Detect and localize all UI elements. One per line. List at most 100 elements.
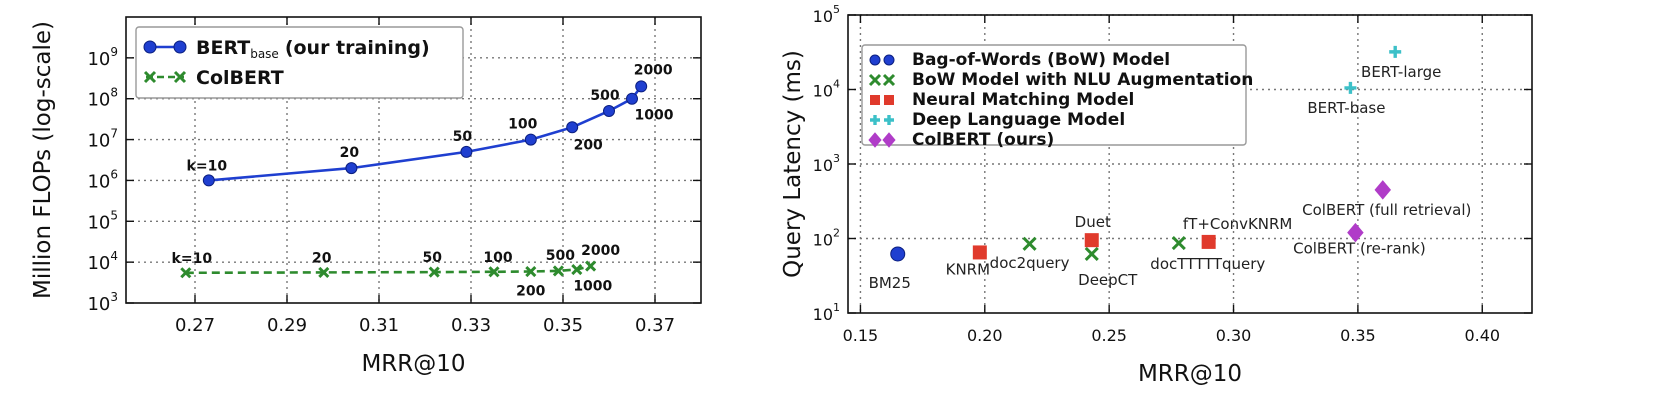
data-point (1201, 234, 1216, 249)
y-tick-base: 10 (87, 212, 110, 233)
data-label: 2000 (581, 243, 620, 259)
y-tick-base: 10 (813, 7, 833, 26)
y-tick-exponent: 9 (110, 45, 118, 59)
legend-swatch-marker (173, 40, 187, 54)
plot-frame (847, 14, 1533, 314)
data-label: KNRM (946, 260, 990, 278)
y-tick-exponent: 6 (110, 167, 118, 181)
x-tick-label: 0.25 (1091, 326, 1127, 345)
y-tick-exponent: 5 (833, 3, 840, 16)
data-label: DeepCT (1078, 271, 1138, 289)
data-label: docTTTTTquery (1150, 255, 1265, 273)
legend-swatch-marker (883, 54, 895, 66)
legend-box (135, 26, 464, 99)
y-tick-base: 10 (87, 253, 110, 274)
y-tick-base: 10 (813, 156, 833, 175)
y-tick-label: 103 (87, 290, 118, 315)
data-point (428, 266, 440, 278)
x-tick-label: 0.31 (359, 315, 399, 336)
series-line (185, 264, 591, 275)
data-label: k=10 (172, 251, 213, 267)
x-tick-label: 0.37 (635, 315, 675, 336)
data-point (635, 80, 648, 93)
data-label: BM25 (869, 274, 911, 292)
legend-label: Neural Matching Model (912, 90, 1134, 110)
legend-swatch-marker (868, 73, 882, 87)
y-tick-base: 10 (813, 82, 833, 101)
y-tick-base: 10 (87, 90, 110, 111)
data-label: 1000 (635, 108, 674, 124)
legend-swatch-marker (870, 115, 880, 125)
legend-swatch-marker (884, 95, 894, 105)
data-point (571, 263, 583, 276)
series-line (208, 85, 643, 182)
x-tick-label: 0.35 (543, 315, 583, 336)
y-axis-label: Query Latency (ms) (780, 50, 806, 278)
data-label: 100 (483, 250, 512, 266)
data-label: 100 (508, 117, 537, 133)
data-point (585, 260, 597, 272)
data-label: k=10 (187, 158, 228, 174)
data-label: doc2query (990, 254, 1070, 272)
y-tick-base: 10 (87, 171, 110, 192)
data-point (1347, 222, 1364, 243)
y-tick-exponent: 4 (833, 78, 840, 91)
data-point (1022, 236, 1037, 251)
y-tick-exponent: 5 (110, 208, 118, 222)
data-point (1084, 233, 1099, 248)
series-2: KNRM Duet fT+ConvKNRM (946, 213, 1293, 278)
x-tick-label: 0.20 (967, 326, 1003, 345)
data-point (566, 121, 579, 134)
y-tick-exponent: 2 (833, 227, 840, 240)
legend-swatch-marker (869, 54, 881, 66)
data-label: 200 (574, 137, 603, 153)
legend-label-colbert: ColBERT (196, 67, 284, 89)
x-axis-label: MRR@10 (1138, 361, 1242, 387)
data-point (318, 266, 330, 278)
data-label: 200 (516, 284, 545, 300)
data-label: 500 (546, 248, 575, 264)
legend-name: BERT (196, 37, 250, 59)
data-point (1344, 81, 1357, 94)
data-point (1374, 180, 1392, 200)
series-0: BM25 (869, 246, 911, 292)
series-1: doc2query DeepCT docTTTTTquery (990, 235, 1265, 289)
legend-suffix: (our training) (285, 37, 430, 59)
x-tick-label: 0.15 (843, 326, 879, 345)
data-point (525, 265, 537, 278)
y-tick-label: 105 (813, 3, 840, 26)
y-tick-exponent: 3 (833, 152, 840, 165)
data-label: 50 (422, 250, 442, 266)
data-label: BERT-base (1307, 99, 1385, 117)
y-tick-base: 10 (87, 49, 110, 70)
series-4: ColBERT (re-rank) ColBERT (full retrieval… (1293, 180, 1471, 258)
legend-label: Bag-of-Words (BoW) Model (912, 50, 1170, 70)
data-point (626, 92, 638, 105)
y-tick-label: 109 (87, 45, 118, 70)
y-tick-exponent: 1 (833, 301, 840, 314)
y-tick-label: 105 (87, 208, 118, 233)
x-tick-label: 0.27 (175, 315, 215, 336)
y-tick-label: 104 (813, 78, 840, 101)
legend-label: ColBERT (ours) (912, 130, 1054, 150)
legend-swatch-marker (868, 132, 882, 148)
x-axis-label: MRR@10 (361, 351, 465, 377)
data-point (202, 174, 215, 187)
data-point (488, 266, 500, 278)
legend-swatch-marker (143, 70, 157, 84)
legend-swatch-marker (882, 132, 896, 148)
legend-label-bert: BERTbase (our training) (196, 37, 430, 61)
plot-frame (125, 16, 702, 304)
y-tick-label: 107 (87, 127, 118, 152)
y-tick-base: 10 (813, 231, 833, 250)
data-point (460, 145, 473, 158)
y-tick-label: 106 (87, 167, 118, 192)
y-axis-label: Million FLOPs (log-scale) (30, 21, 56, 299)
data-label: BERT-large (1361, 63, 1441, 81)
data-label: 1000 (573, 279, 612, 295)
x-tick-label: 0.35 (1340, 326, 1376, 345)
